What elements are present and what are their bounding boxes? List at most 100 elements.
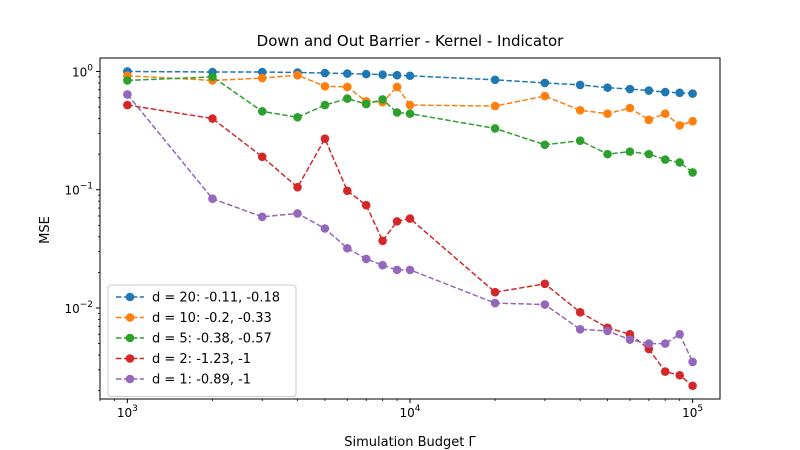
data-point [625,84,635,94]
data-point [675,329,684,339]
x-tick-label-1: 104 [399,404,420,420]
data-point [293,70,302,80]
data-point [660,367,670,376]
legend-marker-4 [125,374,135,384]
data-point [540,300,550,309]
data-point [392,265,402,275]
legend: d = 20: -0.11, -0.18 d = 10: -0.2, -0.33 d… [107,284,297,397]
data-point [123,76,132,85]
data-point [688,357,697,367]
series-4 [123,90,697,367]
data-point [603,326,612,336]
data-point [257,152,267,162]
data-point [644,339,654,348]
series-2 [123,72,697,177]
data-point [392,82,402,92]
data-point [675,158,684,167]
x-tick-label-2: 105 [682,404,703,420]
y-axis-label: MSE [38,216,53,244]
chart-title: Down and Out Barrier - Kernel - Indicato… [257,32,564,50]
legend-label-4: d = 1: -0.89, -1 [152,373,251,388]
data-point [343,243,352,253]
plot-area [123,67,697,391]
data-point [361,99,371,109]
data-point [320,68,330,78]
legend-label-1: d = 10: -0.2, -0.33 [152,311,272,326]
data-point [490,101,500,111]
data-point [490,75,500,85]
data-point [123,90,132,99]
data-point [490,298,500,308]
data-point [392,217,402,226]
data-point [392,108,402,117]
data-point [405,214,415,223]
plot-frame [99,57,721,400]
data-point [490,124,500,133]
data-point [208,114,217,123]
data-point [378,236,387,246]
data-point [575,105,585,115]
x-tick-label-0: 103 [117,404,138,420]
data-point [293,182,302,192]
legend-label-0: d = 20: -0.11, -0.18 [152,291,280,306]
data-point [540,91,550,101]
data-point [625,103,635,113]
data-point [257,73,267,83]
data-point [644,149,654,159]
data-point [688,381,697,391]
legend-label-3: d = 2: -1.23, -1 [152,352,251,367]
data-point [688,116,697,126]
data-point [208,72,217,82]
data-point [625,147,635,156]
legend-marker-1 [125,313,135,322]
data-point [405,71,415,81]
data-point [575,325,585,334]
data-point [361,200,371,210]
data-point [540,279,550,289]
data-point [688,168,697,177]
data-point [257,212,267,222]
legend-marker-2 [125,333,135,343]
data-point [123,100,132,110]
data-point [293,112,302,122]
data-point [343,82,352,92]
data-point [660,109,670,118]
legend-box [107,284,297,397]
data-point [257,67,267,77]
data-point [603,149,612,159]
data-point [660,87,670,97]
data-point [625,335,635,344]
data-point [257,107,267,116]
data-point [320,100,330,110]
data-point [343,69,352,78]
axis-ticks: 103 104 105 10−2 10−1 100 [64,63,703,420]
data-point [405,109,415,118]
data-point [361,254,371,264]
data-point [540,78,550,88]
data-point [675,370,684,380]
data-point [320,134,330,144]
data-point [644,115,654,125]
data-point [208,194,217,203]
data-point [378,95,387,104]
data-point [660,339,670,348]
x-axis-label: Simulation Budget Γ [344,435,476,450]
data-point [675,121,684,130]
y-tick-label-2: 100 [72,63,93,79]
legend-marker-3 [125,354,135,363]
data-point [405,265,415,275]
data-point [660,155,670,164]
data-point [675,88,684,98]
data-point [540,140,550,150]
data-point [688,89,697,98]
data-point [575,136,585,145]
data-point [603,109,612,118]
data-point [361,69,371,79]
data-point [378,260,387,270]
data-point [575,80,585,90]
data-point [378,70,387,79]
data-point [343,186,352,196]
data-point [405,100,415,110]
